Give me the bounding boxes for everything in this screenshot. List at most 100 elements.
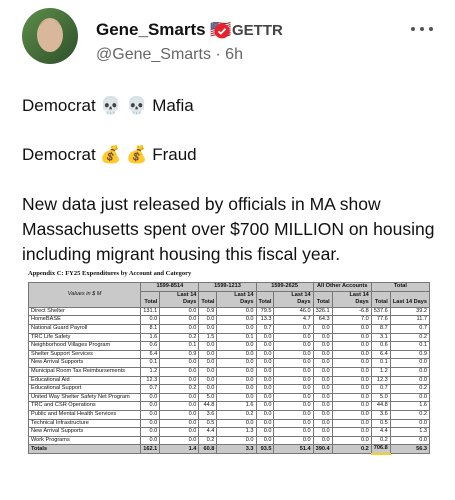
header-row: Total Last 14 Days Total Last 14 Days Total L… bbox=[29, 290, 431, 308]
cell: TRC and CSR Operations bbox=[27, 401, 142, 411]
cell: 0.5 bbox=[370, 418, 391, 429]
post-line: Democrat 💀 💀 Mafia bbox=[22, 96, 194, 115]
cell: 4.4 bbox=[370, 427, 391, 437]
cell: 0.2 bbox=[389, 409, 431, 420]
cell: Totals bbox=[27, 444, 142, 455]
more-menu[interactable] bbox=[410, 26, 434, 32]
cell: 0.0 bbox=[312, 323, 333, 334]
cell: 0.0 bbox=[216, 358, 257, 368]
group-header: Total bbox=[370, 282, 431, 292]
cell: 537.6 bbox=[370, 306, 391, 317]
cell: 0.0 bbox=[273, 358, 314, 368]
cell: 0.0 bbox=[216, 392, 257, 403]
cell: 0.2 bbox=[331, 444, 372, 455]
cell: 0.0 bbox=[331, 375, 372, 386]
cell: 1.2 bbox=[140, 366, 161, 377]
table-image: Appendix C: FY25 Expenditures by Account… bbox=[27, 270, 431, 455]
cell: 0.0 bbox=[331, 384, 372, 394]
cell: 0.0 bbox=[331, 349, 372, 360]
cell: 0.0 bbox=[216, 435, 257, 446]
cell: 0.0 bbox=[159, 315, 200, 325]
author[interactable]: Gene_Smarts 🇺🇸 bbox=[96, 20, 232, 39]
cell: 0.0 bbox=[140, 418, 161, 429]
sub-header: Last 14 Days bbox=[159, 290, 200, 308]
cell: Technical Infrastructure bbox=[27, 418, 142, 429]
cell: 0.0 bbox=[389, 375, 431, 386]
cell: 0.1 bbox=[370, 358, 391, 368]
cell: 0.2 bbox=[389, 332, 431, 343]
table-row: Educational Aid 12.3 0.0 0.0 0.0 0.0 0.0 0.0 0.0… bbox=[27, 375, 431, 386]
cell: 0.0 bbox=[140, 409, 161, 420]
cell: Municipal Room Tax Reimbursements bbox=[27, 366, 142, 377]
cell: 0.9 bbox=[198, 306, 218, 317]
cell: 0.0 bbox=[331, 427, 372, 437]
cell: 5.0 bbox=[198, 392, 218, 403]
post-line: Democrat 💰 💰 Fraud bbox=[22, 145, 197, 164]
sub-header: Last 14 Days bbox=[216, 290, 257, 308]
table-row: Municipal Room Tax Reimbursements 1.2 0.0 0… bbox=[27, 366, 431, 377]
handle[interactable]: @Gene_Smarts · 6h bbox=[96, 46, 243, 63]
table-row: Work Programs 0.0 0.0 0.2 0.0 0.0 0.0 0.0 0.0 0.2… bbox=[27, 435, 431, 446]
cell: 0.0 bbox=[216, 349, 257, 360]
cell: 0.0 bbox=[216, 375, 257, 386]
cell: 0.0 bbox=[331, 341, 372, 351]
cell: 0.7 bbox=[140, 384, 161, 394]
cell: 0.0 bbox=[331, 332, 372, 343]
cell: 0.0 bbox=[331, 392, 372, 403]
table-row: TRC and CSR Operations 0.0 0.0 44.8 1.6 0.0 0.… bbox=[27, 401, 431, 411]
cell: 0.0 bbox=[255, 349, 275, 360]
table-row: TRC Life Safety 1.6 0.2 1.5 0.1 0.0 0.0 0.0 0.0 3… bbox=[27, 332, 431, 343]
cell: 3.3 bbox=[216, 444, 257, 455]
cell: 0.2 bbox=[159, 332, 200, 343]
cell: -6.8 bbox=[331, 306, 372, 317]
cell: New Arrival Supports bbox=[27, 358, 142, 368]
cell: 0.9 bbox=[389, 349, 431, 360]
cell: 6.4 bbox=[370, 349, 391, 360]
cell: 0.0 bbox=[273, 418, 314, 429]
cell: 93.5 bbox=[255, 444, 275, 455]
cell: 12.3 bbox=[370, 375, 391, 386]
cell: 0.0 bbox=[273, 392, 314, 403]
cell: 0.0 bbox=[255, 358, 275, 368]
cell: 0.0 bbox=[312, 409, 333, 420]
cell: 0.0 bbox=[140, 427, 161, 437]
cell: 0.0 bbox=[216, 418, 257, 429]
cell: 0.0 bbox=[198, 323, 218, 334]
cell: 0.0 bbox=[216, 366, 257, 377]
cell: 0.0 bbox=[389, 418, 431, 429]
cell: 0.2 bbox=[370, 435, 391, 446]
cell: 0.0 bbox=[255, 418, 275, 429]
table-row: Educational Support 0.7 0.2 0.0 0.0 0.0 0.0 0.0… bbox=[27, 384, 431, 394]
table: Values in $ M 1599-8514 1599-1213 1599-2625… bbox=[27, 282, 431, 455]
verified-badge bbox=[214, 23, 230, 39]
sub-header: Total bbox=[198, 290, 218, 308]
cell: 6.4 bbox=[140, 349, 161, 360]
cell: 0.1 bbox=[389, 341, 431, 351]
table-row: Public and Mental Health Services 0.0 0.0 3… bbox=[27, 409, 431, 420]
cell: 0.7 bbox=[273, 323, 314, 334]
cell: 51.4 bbox=[273, 444, 314, 455]
cell: 3.6 bbox=[198, 409, 218, 420]
cell: 326.1 bbox=[312, 306, 333, 317]
table-row: Neighborhood Villages Program 0.6 0.1 0.0 0.… bbox=[27, 341, 431, 351]
cell: 0.0 bbox=[312, 358, 333, 368]
cell: New Arrival Supports bbox=[27, 427, 142, 437]
post-text: New data just released by officials in M… bbox=[22, 194, 435, 264]
cell: 0.0 bbox=[140, 435, 161, 446]
cell: 8.7 bbox=[370, 323, 391, 334]
table-row: Direct Shelter 131.1 0.0 0.9 0.0 79.5 46.0 326.… bbox=[27, 306, 431, 317]
cell: 0.0 bbox=[159, 392, 200, 403]
cell: 0.0 bbox=[216, 306, 257, 317]
cell: 0.0 bbox=[159, 375, 200, 386]
cell: 0.0 bbox=[312, 332, 333, 343]
cell: 0.1 bbox=[140, 358, 161, 368]
cell: 0.0 bbox=[159, 427, 200, 437]
cell: 0.7 bbox=[389, 323, 431, 334]
cell: 0.0 bbox=[198, 315, 218, 325]
cell: 0.0 bbox=[159, 401, 200, 411]
cell: 0.0 bbox=[331, 366, 372, 377]
cell: 0.0 bbox=[273, 401, 314, 411]
sub-header: Last 14 Days bbox=[331, 290, 372, 308]
cell: 0.0 bbox=[255, 341, 275, 351]
cell: 0.0 bbox=[331, 358, 372, 368]
